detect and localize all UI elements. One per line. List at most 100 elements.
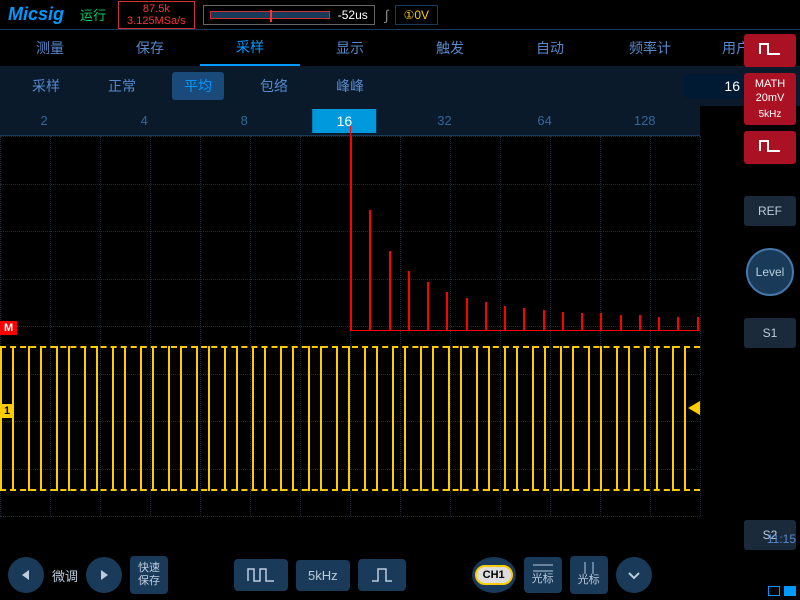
fft-bar (639, 315, 641, 331)
v-cursor-button[interactable]: 光标 (570, 556, 608, 593)
scale-tick: 128 (634, 113, 656, 128)
sidebar: MATH 20mV 5kHz REF Level S1 S2 (740, 30, 800, 550)
fft-bar (350, 136, 352, 331)
subtab-0[interactable]: 采样 (20, 72, 72, 100)
sq-edge (112, 346, 126, 491)
sq-edge (420, 346, 434, 491)
scale-tick: 4 (141, 113, 148, 128)
quick-save-button[interactable]: 快速 保存 (130, 556, 168, 594)
fft-bar (677, 317, 679, 331)
next-button[interactable] (86, 557, 122, 593)
timebase-display[interactable]: -52us (203, 5, 375, 25)
clock: 11:15 (767, 532, 796, 546)
cursor-label: 光标 (578, 574, 600, 587)
triangle-right-icon (97, 568, 111, 582)
trigger-info[interactable]: ①0V (395, 5, 438, 25)
subtab-3[interactable]: 包络 (248, 72, 300, 100)
math-title: MATH (744, 77, 796, 91)
sq-edge (644, 346, 658, 491)
expand-button[interactable] (616, 557, 652, 593)
sq-edge (504, 346, 518, 491)
fft-bar (389, 251, 391, 331)
sub-tabs: 采样正常平均包络峰峰16 (0, 66, 800, 106)
sq-edge (280, 346, 294, 491)
chevron-down-icon (627, 570, 641, 580)
freq-button[interactable]: 5kHz (296, 560, 350, 591)
sq-edge (224, 346, 238, 491)
sq-edge (0, 346, 14, 491)
timebase-bar (210, 11, 330, 19)
sq-edge (532, 346, 546, 491)
tab-3[interactable]: 显示 (300, 30, 400, 66)
math-zero-marker[interactable]: M (0, 321, 17, 335)
sq-edge (336, 346, 350, 491)
fft-bar (620, 315, 622, 331)
tab-6[interactable]: 频率计 (600, 30, 700, 66)
fft-bar (408, 271, 410, 331)
screen-icon (768, 586, 780, 596)
sq-edge (448, 346, 462, 491)
ch-badge: CH1 (475, 565, 513, 585)
sq-edge (616, 346, 630, 491)
header-bar: Micsig 运行 87.5k 3.125MSa/s -52us ∫ ①0V (0, 0, 800, 30)
math-pulse2-button[interactable] (744, 131, 796, 164)
fft-bar (446, 292, 448, 331)
sq-edge (168, 346, 182, 491)
timebase-value: -52us (338, 8, 368, 22)
sample-rate: 3.125MSa/s (127, 15, 186, 27)
scale-marker[interactable]: 16 (313, 109, 377, 133)
sq-edge (196, 346, 210, 491)
wave-mode-button[interactable] (234, 559, 288, 591)
s1-button[interactable]: S1 (744, 318, 796, 348)
prev-button[interactable] (8, 557, 44, 593)
tab-2[interactable]: 采样 (200, 30, 300, 66)
fft-bar (369, 210, 371, 331)
fft-bar (562, 312, 564, 332)
sq-edge (84, 346, 98, 491)
tab-4[interactable]: 触发 (400, 30, 500, 66)
sq-edge (588, 346, 602, 491)
math-freq: 5kHz (744, 108, 796, 121)
single-pulse-button[interactable] (358, 559, 406, 591)
square-wave (0, 346, 700, 491)
net-icon (784, 586, 796, 596)
sq-edge (364, 346, 378, 491)
sq-edge (476, 346, 490, 491)
fine-label: 微调 (52, 566, 78, 585)
math-scale: 20mV (744, 91, 796, 105)
pulse-icon (370, 567, 394, 583)
level-knob[interactable]: Level (746, 248, 794, 296)
channel-button[interactable]: CH1 (472, 557, 516, 593)
tab-1[interactable]: 保存 (100, 30, 200, 66)
subtab-1[interactable]: 正常 (96, 72, 148, 100)
subtab-4[interactable]: 峰峰 (324, 72, 376, 100)
fft-bar (600, 313, 602, 331)
fft-bar (581, 313, 583, 331)
run-status: 运行 (72, 5, 114, 24)
sq-edge (392, 346, 406, 491)
sq-edge (672, 346, 686, 491)
fft-bar (658, 317, 660, 331)
v-cursor-icon (582, 562, 596, 574)
triangle-left-icon (19, 568, 33, 582)
math-button[interactable]: MATH 20mV 5kHz (744, 73, 796, 125)
tab-0[interactable]: 测量 (0, 30, 100, 66)
fft-bar (427, 282, 429, 331)
sample-count: 87.5k (127, 3, 186, 15)
math-pulse-button[interactable] (744, 34, 796, 67)
cursor-label: 光标 (532, 573, 554, 586)
ref-button[interactable]: REF (744, 196, 796, 226)
h-cursor-button[interactable]: 光标 (524, 557, 562, 592)
subtab-2[interactable]: 平均 (172, 72, 224, 100)
connection-icons (768, 586, 796, 596)
sq-edge (28, 346, 42, 491)
fft-bar (543, 310, 545, 331)
pulse-icon (758, 42, 782, 56)
trigger-edge-icon: ∫ (379, 7, 395, 23)
scale-tick: 2 (40, 113, 47, 128)
sq-edge (560, 346, 574, 491)
square-wave-icon (246, 567, 276, 583)
main-tabs: 测量保存采样显示触发自动频率计用户设置 (0, 30, 800, 66)
fft-plot (350, 136, 700, 331)
tab-5[interactable]: 自动 (500, 30, 600, 66)
